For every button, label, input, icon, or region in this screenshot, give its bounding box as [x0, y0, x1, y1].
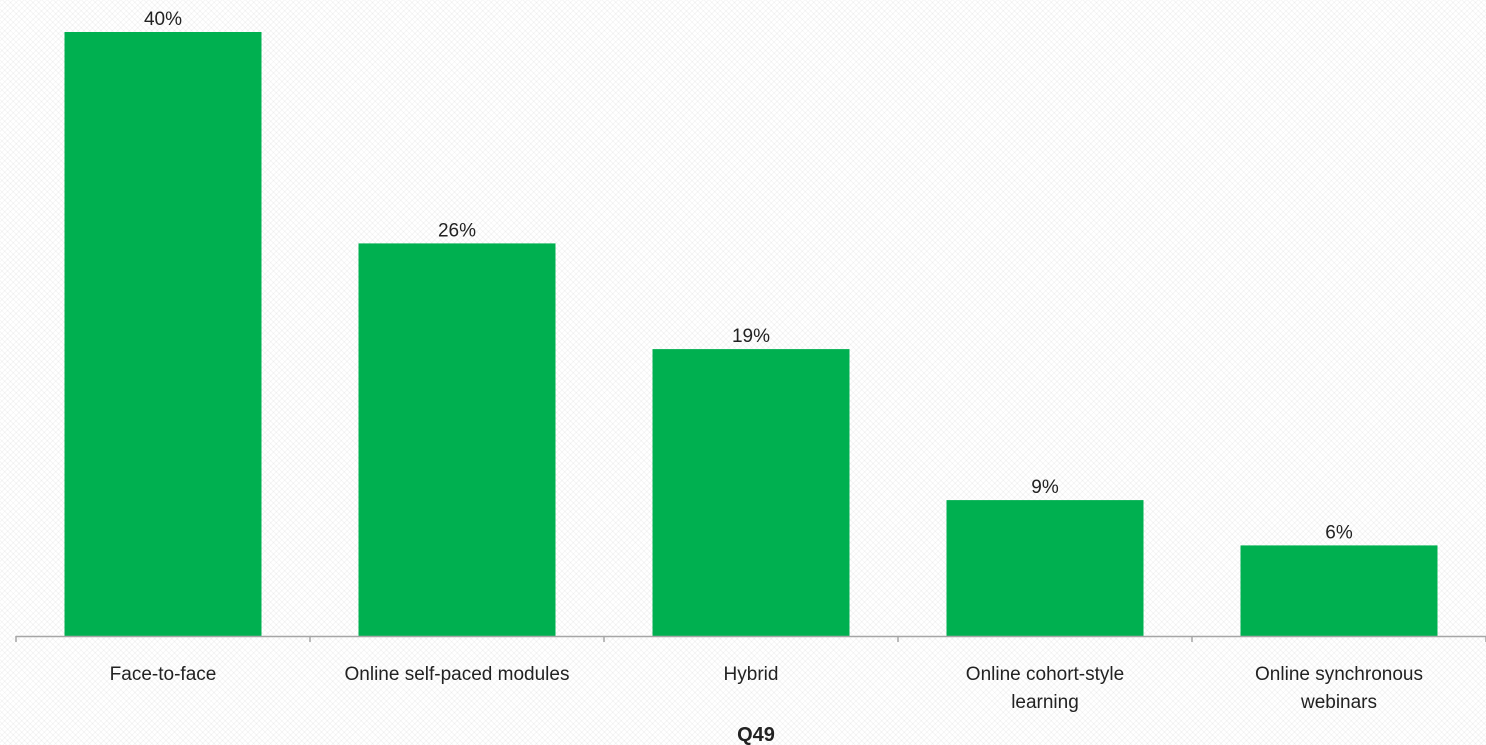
- x-tick-labels-group: Face-to-face Online self-paced modules Hyb…: [110, 664, 1423, 713]
- x-tick-label-4: Online cohort-style learning: [966, 664, 1124, 713]
- x-axis: [16, 636, 1486, 642]
- bar-1: [65, 32, 262, 636]
- x-tick-label-1: Face-to-face: [110, 664, 217, 685]
- bar-4: [947, 500, 1144, 636]
- bar-2: [359, 243, 556, 636]
- x-tick-label-2: Online self-paced modules: [345, 664, 570, 685]
- bar-5: [1241, 545, 1438, 636]
- data-label-1: 40%: [144, 9, 182, 30]
- x-tick-label-3: Hybrid: [724, 664, 779, 685]
- x-axis-title: Q49: [737, 724, 775, 745]
- bar-3: [653, 349, 850, 636]
- data-label-4: 9%: [1031, 477, 1059, 498]
- data-label-3: 19%: [732, 326, 770, 347]
- data-label-2: 26%: [438, 220, 476, 241]
- data-label-5: 6%: [1325, 522, 1353, 543]
- x-tick-label-5: Online synchronous webinars: [1255, 664, 1423, 713]
